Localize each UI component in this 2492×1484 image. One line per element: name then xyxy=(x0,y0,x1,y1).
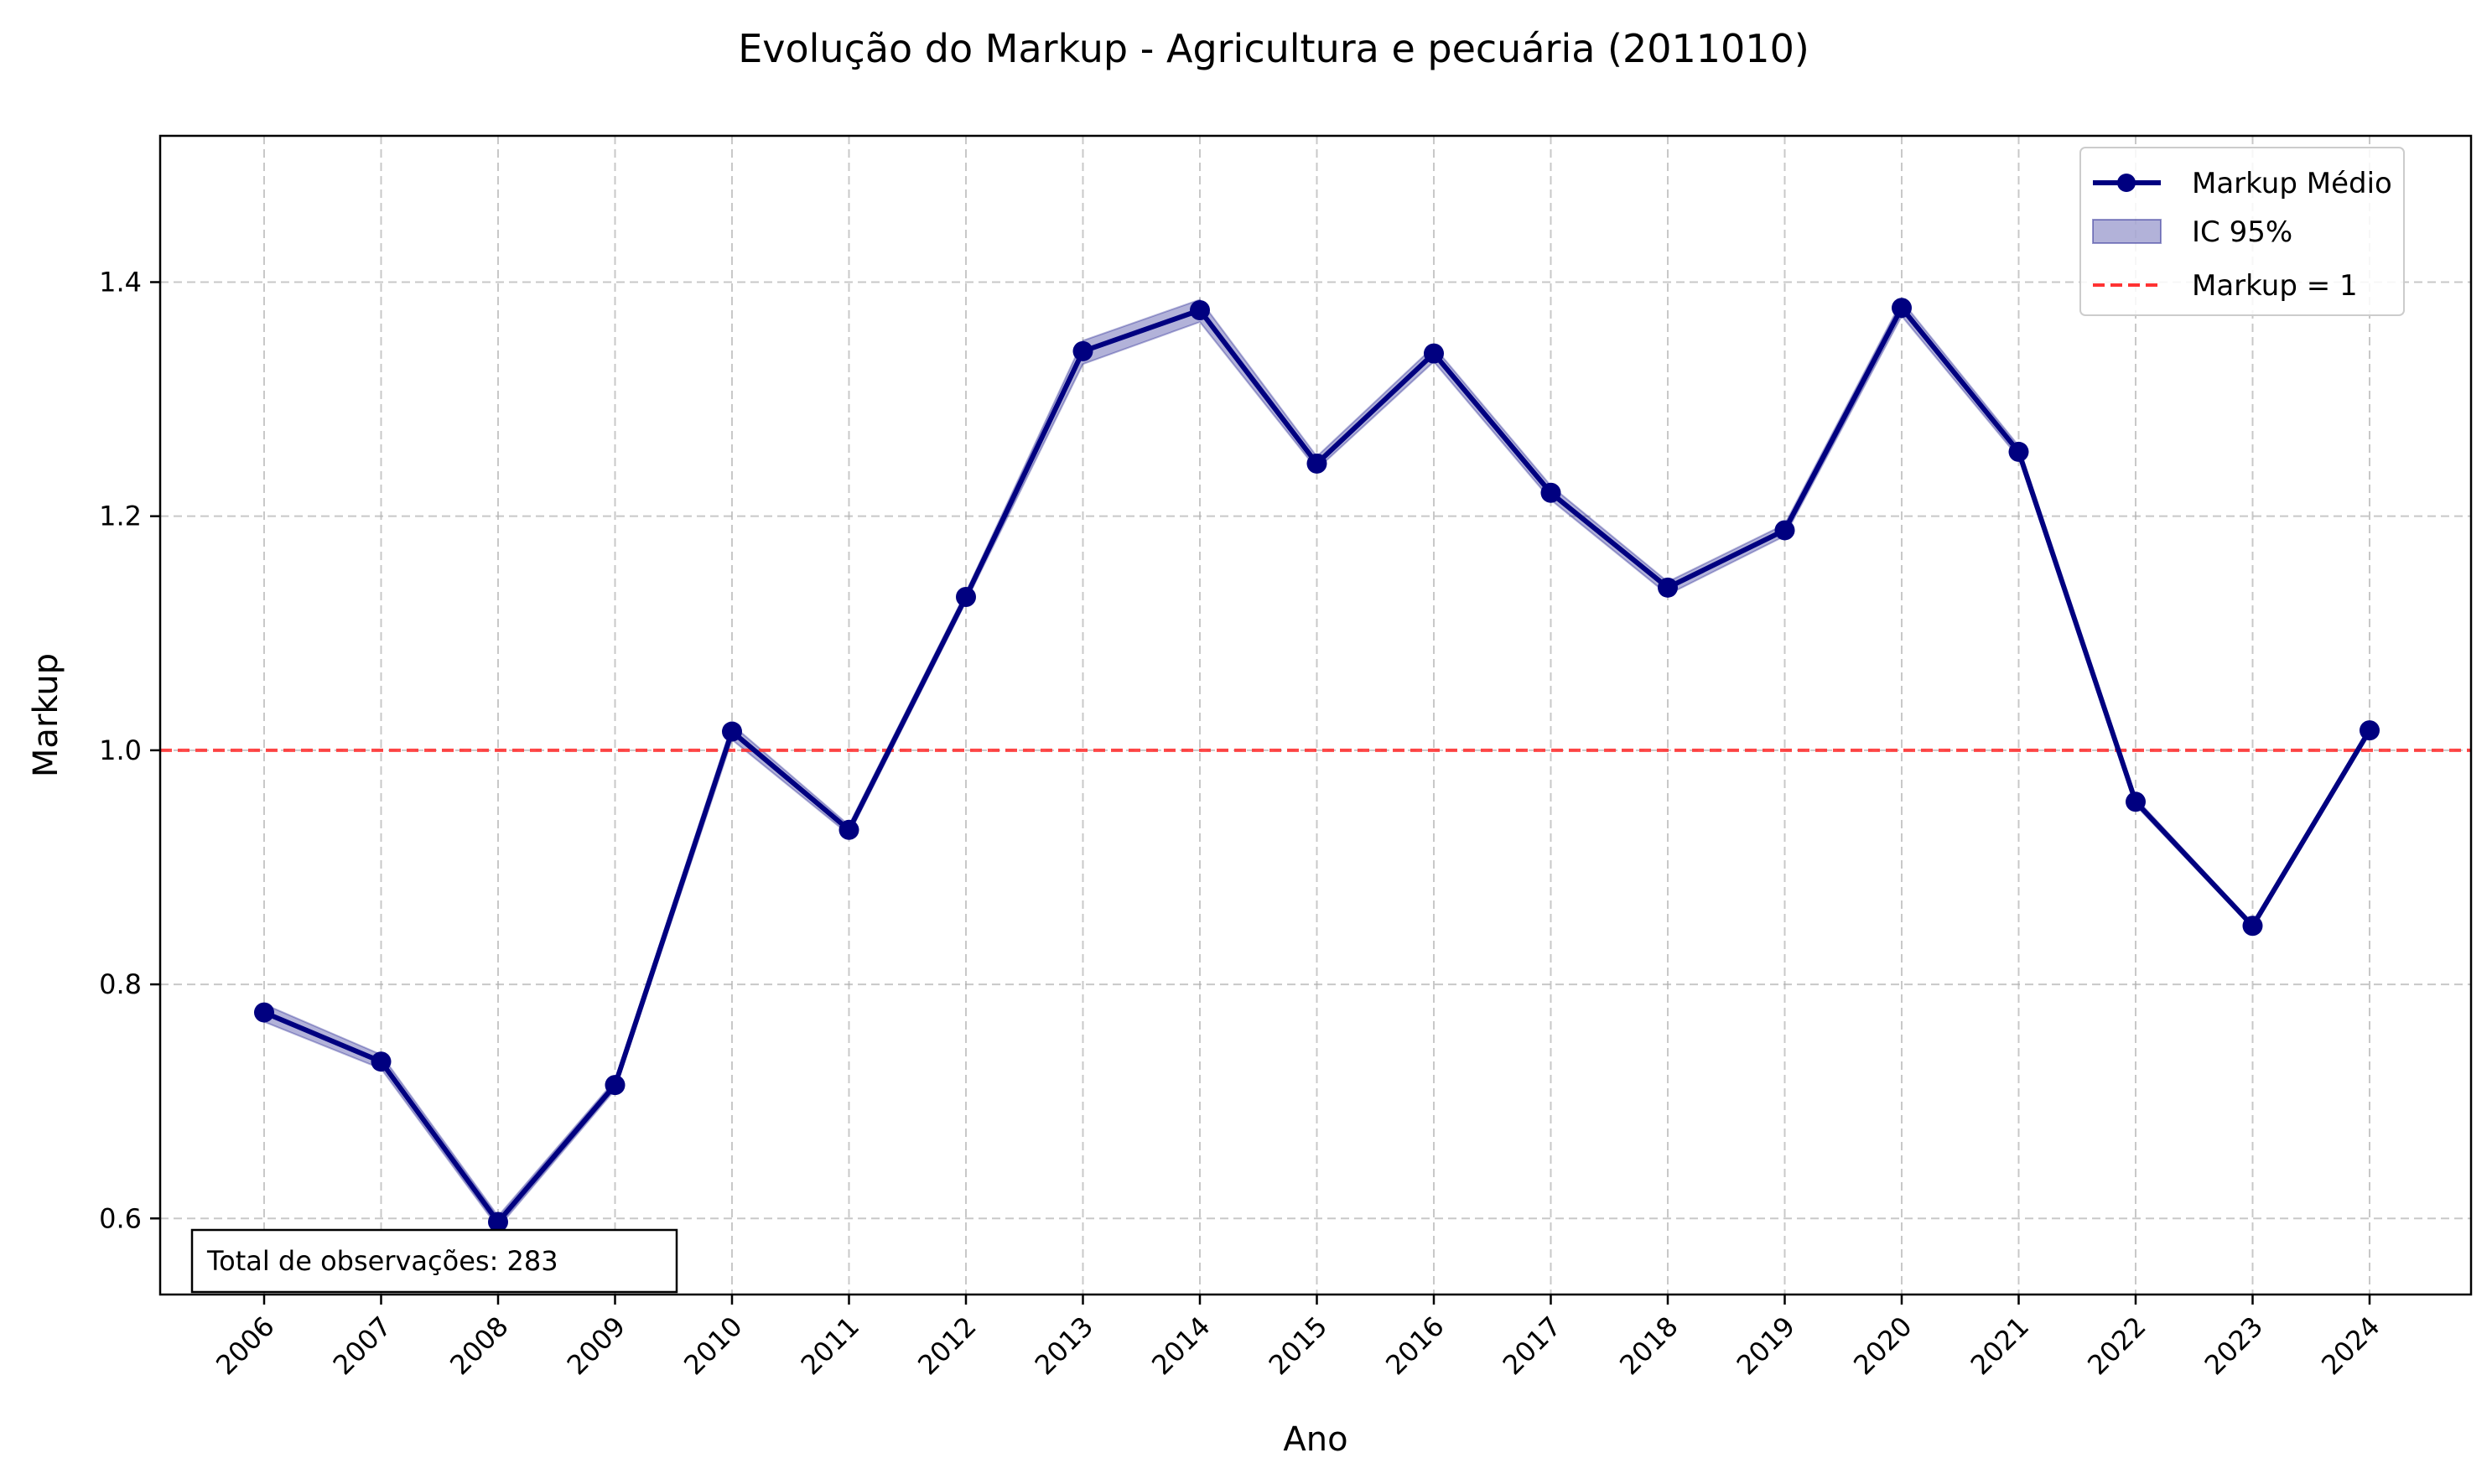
legend-ci-swatch xyxy=(2092,219,2162,244)
data-point xyxy=(722,721,742,742)
legend-label-mean: Markup Médio xyxy=(2192,167,2392,200)
y-tick-label: 1.0 xyxy=(99,734,142,766)
x-tick-label: 2018 xyxy=(1613,1310,1684,1381)
x-tick-label: 2020 xyxy=(1847,1310,1918,1381)
x-tick-label: 2012 xyxy=(911,1310,982,1381)
y-tick-label: 0.6 xyxy=(99,1202,142,1234)
x-tick-label: 2011 xyxy=(795,1310,865,1381)
legend-label-ref: Markup = 1 xyxy=(2192,269,2358,303)
data-point xyxy=(1774,520,1795,541)
legend-marker-swatch xyxy=(2117,174,2136,192)
x-tick-label: 2013 xyxy=(1029,1310,1099,1381)
data-point xyxy=(254,1002,274,1023)
x-tick-label: 2019 xyxy=(1731,1310,1801,1381)
x-tick-label: 2009 xyxy=(561,1310,631,1381)
data-point xyxy=(1892,298,1912,319)
plot-frame xyxy=(158,134,2473,1296)
x-tick-label: 2023 xyxy=(2199,1310,2269,1381)
x-tick-label: 2022 xyxy=(2081,1310,2152,1381)
data-point xyxy=(2008,441,2029,462)
y-ticks: 0.6 0.8 1.0 1.2 1.4 xyxy=(99,266,160,1234)
x-tick-label: 2007 xyxy=(327,1310,397,1381)
data-point xyxy=(371,1051,392,1072)
series-group xyxy=(254,298,2380,1232)
data-point xyxy=(1306,453,1327,474)
data-point xyxy=(1190,299,1210,320)
x-tick-label: 2014 xyxy=(1145,1310,1216,1381)
grid-lines xyxy=(160,136,2471,1295)
observations-note: Total de observações: 283 xyxy=(190,1228,678,1294)
x-tick-label: 2008 xyxy=(444,1310,514,1381)
x-tick-label: 2006 xyxy=(210,1310,280,1381)
chart-title: Evolução do Markup - Agricultura e pecuá… xyxy=(738,26,1809,71)
data-point xyxy=(1424,343,1444,364)
y-axis-label: Markup xyxy=(27,653,65,777)
data-point xyxy=(956,587,976,608)
y-tick-label: 1.2 xyxy=(99,501,142,532)
data-point xyxy=(1540,482,1561,503)
observations-note-box xyxy=(190,1228,678,1294)
data-point xyxy=(1658,577,1678,598)
x-tick-label: 2010 xyxy=(678,1310,748,1381)
x-tick-label: 2021 xyxy=(1965,1310,2035,1381)
data-point xyxy=(2126,791,2146,812)
y-tick-label: 0.8 xyxy=(99,968,142,1000)
x-tick-label: 2017 xyxy=(1497,1310,1567,1381)
data-point xyxy=(2360,720,2380,741)
x-ticks: 2006 2007 2008 2009 2010 2011 2012 2013 2014 2015… xyxy=(210,1295,2386,1381)
data-point xyxy=(838,819,859,840)
legend-label-ci: IC 95% xyxy=(2192,215,2292,249)
x-tick-label: 2016 xyxy=(1379,1310,1450,1381)
data-point xyxy=(488,1212,508,1232)
data-point xyxy=(2242,916,2263,937)
data-point xyxy=(1072,340,1093,361)
data-point xyxy=(605,1075,626,1096)
x-tick-label: 2015 xyxy=(1263,1310,1333,1381)
legend-box xyxy=(2079,147,2405,316)
legend: Markup Médio IC 95% Markup = 1 xyxy=(2079,147,2405,316)
observations-note-text: Total de observações: 283 xyxy=(206,1245,558,1277)
y-tick-label: 1.4 xyxy=(99,266,142,298)
x-tick-label: 2024 xyxy=(2315,1310,2386,1381)
x-axis-label: Ano xyxy=(1283,1420,1347,1459)
